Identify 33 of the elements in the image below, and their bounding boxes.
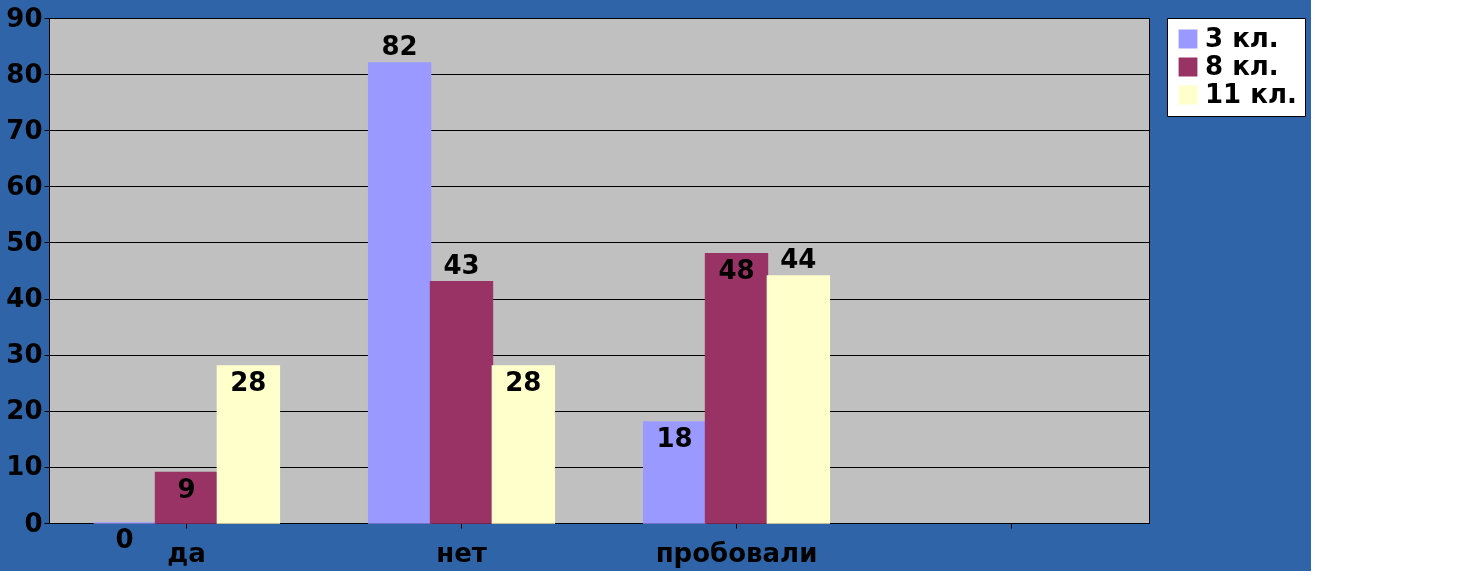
y-tick-label: 40 [6,283,43,314]
data-label: 48 [718,254,755,285]
bar [154,471,219,524]
y-tick-label: 50 [6,226,43,257]
y-tick-label: 0 [24,507,43,538]
data-label: 43 [443,249,480,280]
bar [216,365,281,524]
data-label: 82 [381,30,418,61]
y-tick-label: 20 [6,395,43,426]
legend-label: 11 кл. [1205,79,1297,109]
x-tick-label: нет [436,537,487,568]
x-tick-label: пробовали [655,537,818,568]
bar [367,62,432,524]
data-label: 0 [115,524,134,554]
legend-label: 8 кл. [1205,51,1279,81]
bar [642,421,707,524]
data-label: 28 [505,366,542,397]
bar [766,275,831,524]
x-tick-label: да [167,537,206,568]
legend-label: 3 кл. [1205,23,1279,53]
y-tick-label: 10 [6,451,43,482]
bar [704,252,769,524]
data-label: 9 [177,473,196,504]
bar [491,365,556,524]
bar [429,280,494,524]
data-label: 44 [780,244,817,275]
y-tick-label: 80 [6,58,43,89]
data-label: 28 [230,366,267,397]
y-tick-label: 90 [6,2,43,33]
y-tick-label: 60 [6,170,43,201]
y-tick-label: 30 [6,339,43,370]
data-label: 18 [656,423,693,453]
y-tick-label: 70 [6,114,43,145]
